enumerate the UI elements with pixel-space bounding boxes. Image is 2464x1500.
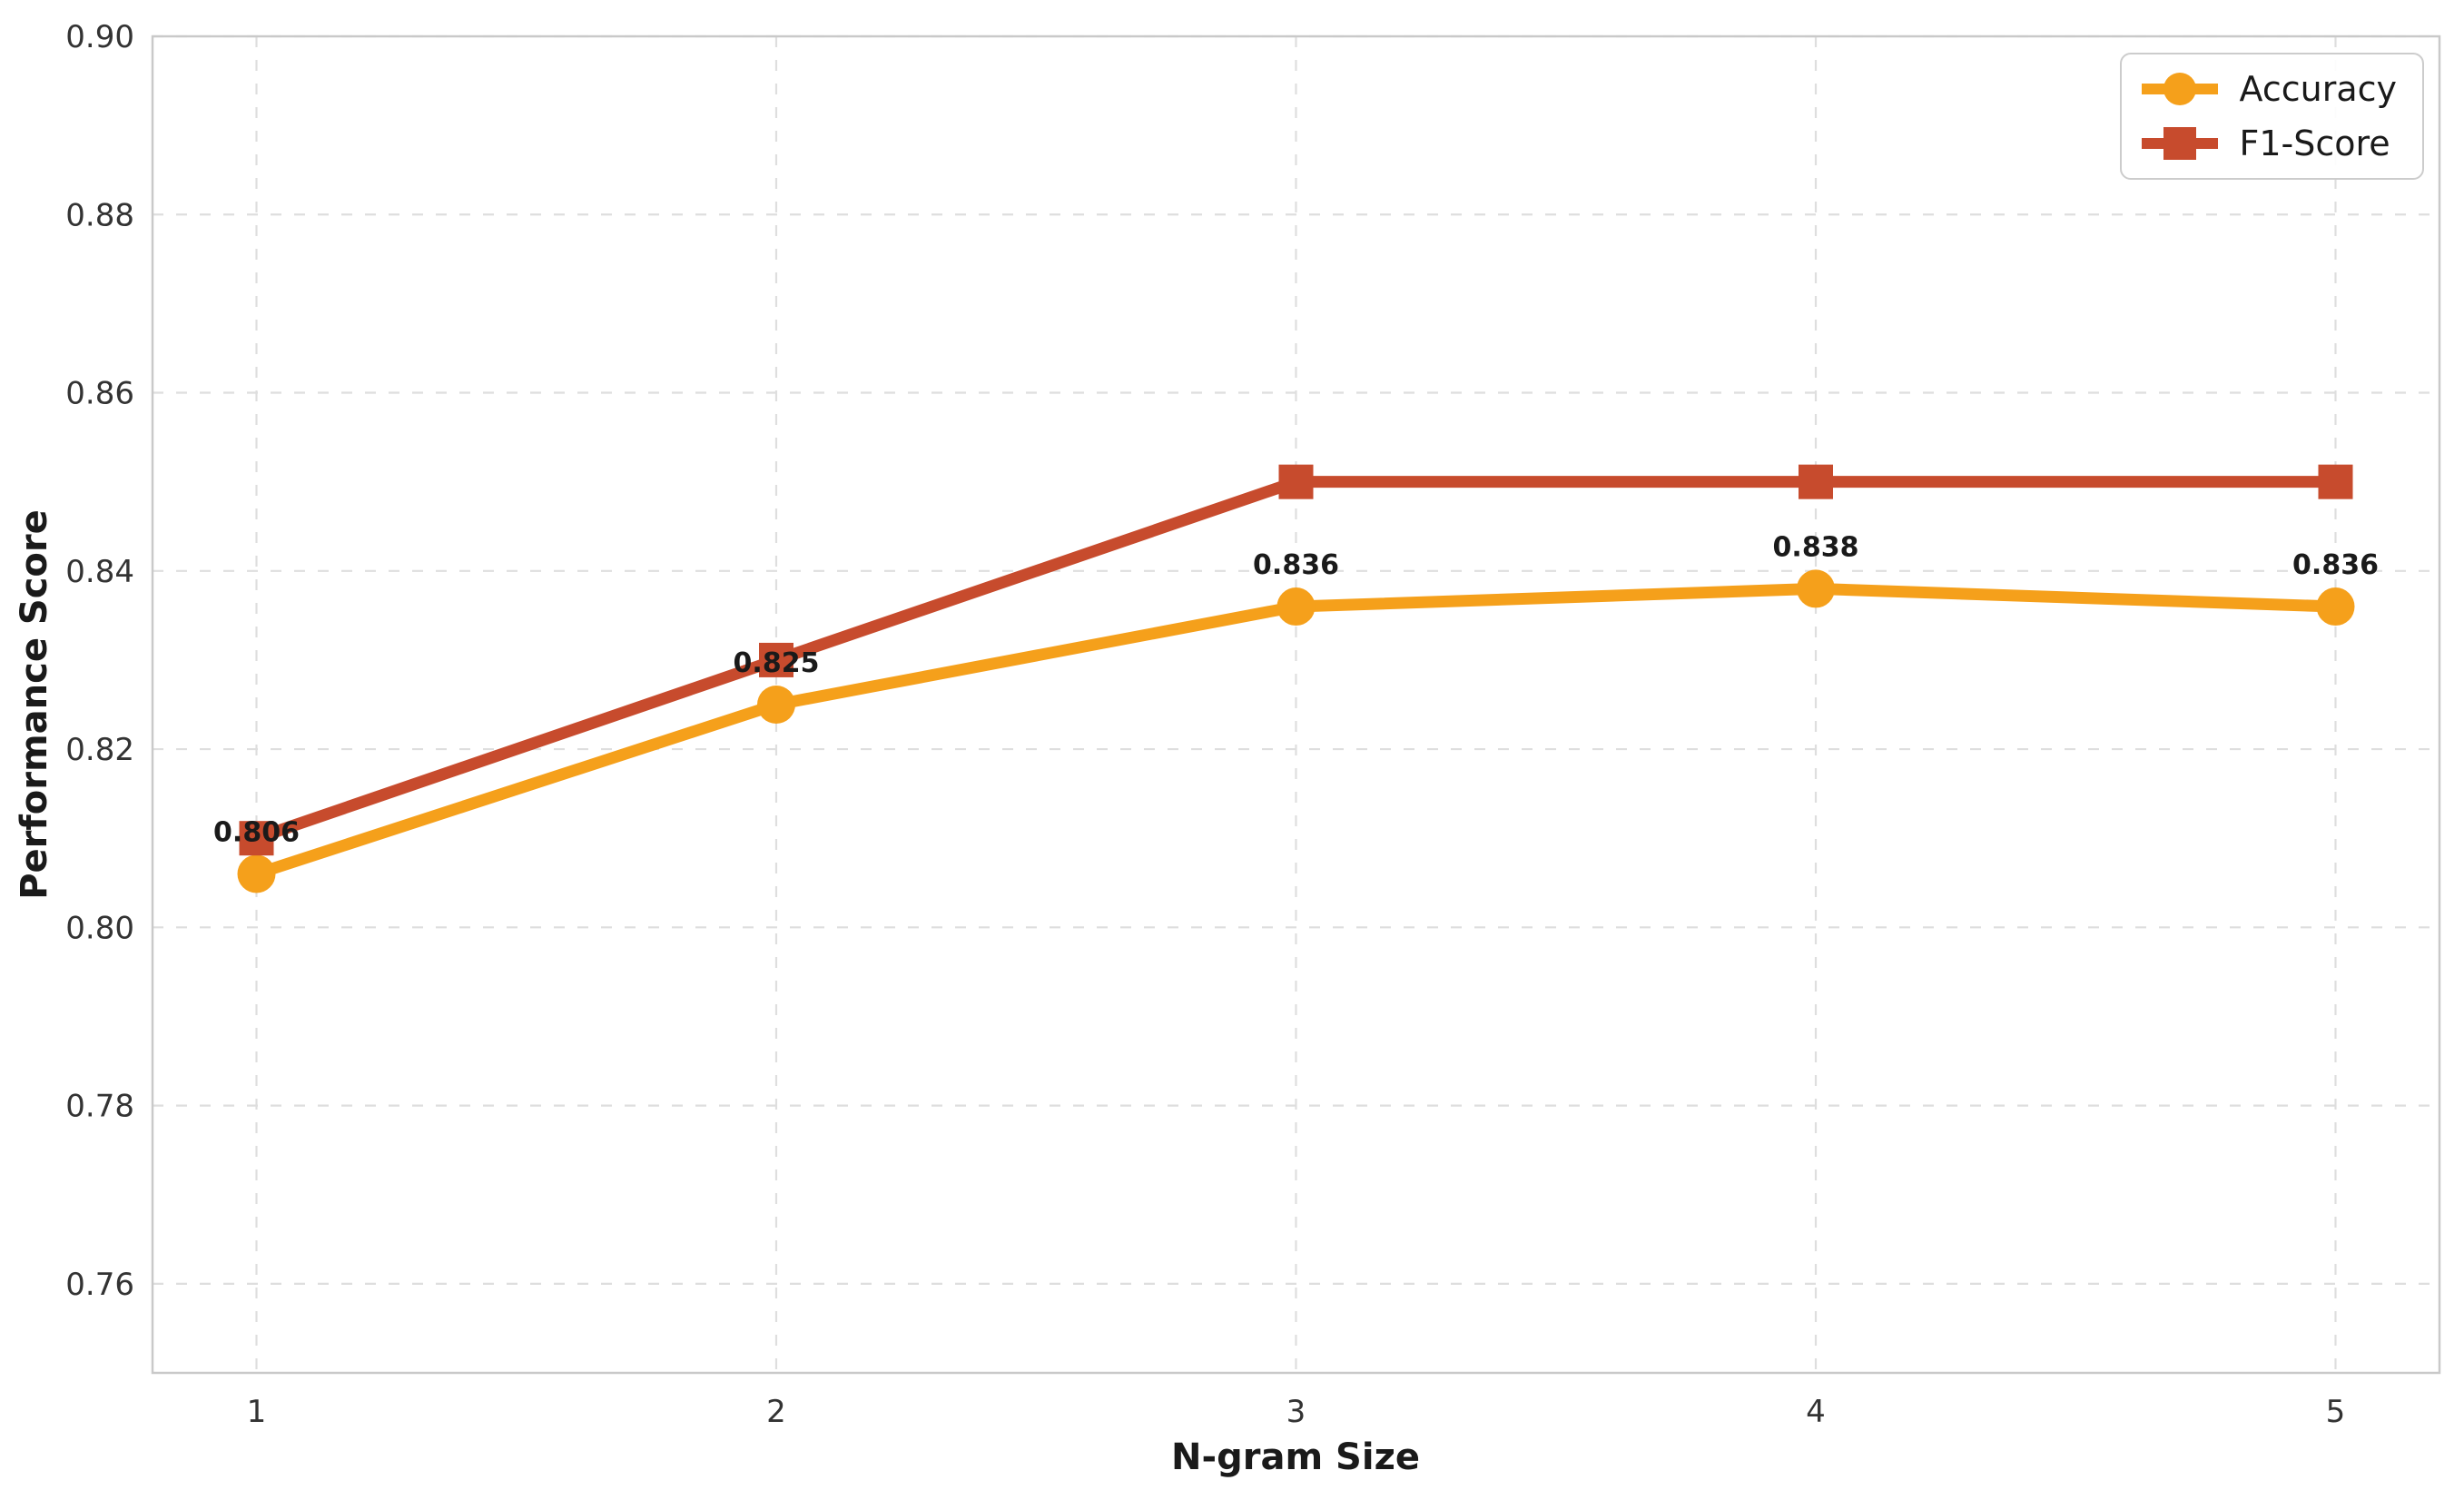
f1-score-marker	[239, 821, 274, 856]
legend-label-f1-score: F1-Score	[2239, 123, 2390, 163]
x-tick-label: 3	[1286, 1394, 1306, 1430]
legend: Accuracy F1-Score	[2119, 53, 2424, 180]
y-tick-label: 0.86	[65, 376, 134, 412]
accuracy-marker	[237, 854, 276, 893]
y-tick-label: 0.80	[65, 910, 134, 946]
y-tick-label: 0.76	[65, 1267, 134, 1303]
y-tick-label: 0.88	[65, 197, 134, 233]
f1-score-marker	[1799, 464, 1833, 499]
x-axis-title: N-gram Size	[1171, 1436, 1420, 1478]
data-label: 0.836	[2292, 549, 2379, 581]
x-tick-label: 2	[766, 1394, 786, 1430]
data-label: 0.806	[213, 816, 300, 848]
y-tick-label: 0.82	[65, 732, 134, 768]
y-tick-label: 0.84	[65, 554, 134, 590]
f1-score-marker	[759, 642, 793, 677]
data-label: 0.825	[734, 647, 820, 679]
legend-item-accuracy: Accuracy	[2138, 65, 2398, 113]
legend-label-accuracy: Accuracy	[2239, 69, 2398, 109]
y-tick-label: 0.90	[65, 19, 134, 55]
accuracy-legend-marker-icon	[2141, 73, 2218, 105]
legend-item-f1-score: F1-Score	[2138, 120, 2398, 167]
f1-score-legend-marker-icon	[2141, 127, 2218, 160]
f1-score-marker	[1278, 464, 1314, 499]
data-label: 0.836	[1253, 549, 1339, 581]
x-tick-label: 1	[247, 1394, 267, 1430]
plot-border	[151, 35, 2441, 1375]
f1-score-marker	[2318, 464, 2353, 499]
x-tick-label: 5	[2326, 1394, 2346, 1430]
data-label: 0.838	[1773, 531, 1859, 563]
accuracy-marker	[2316, 587, 2355, 627]
x-tick-label: 4	[1806, 1394, 1826, 1430]
y-axis-title: Performance Score	[14, 509, 55, 900]
y-tick-label: 0.78	[65, 1089, 134, 1125]
accuracy-marker	[757, 686, 795, 724]
accuracy-marker	[1797, 569, 1835, 608]
accuracy-marker	[1276, 587, 1316, 627]
